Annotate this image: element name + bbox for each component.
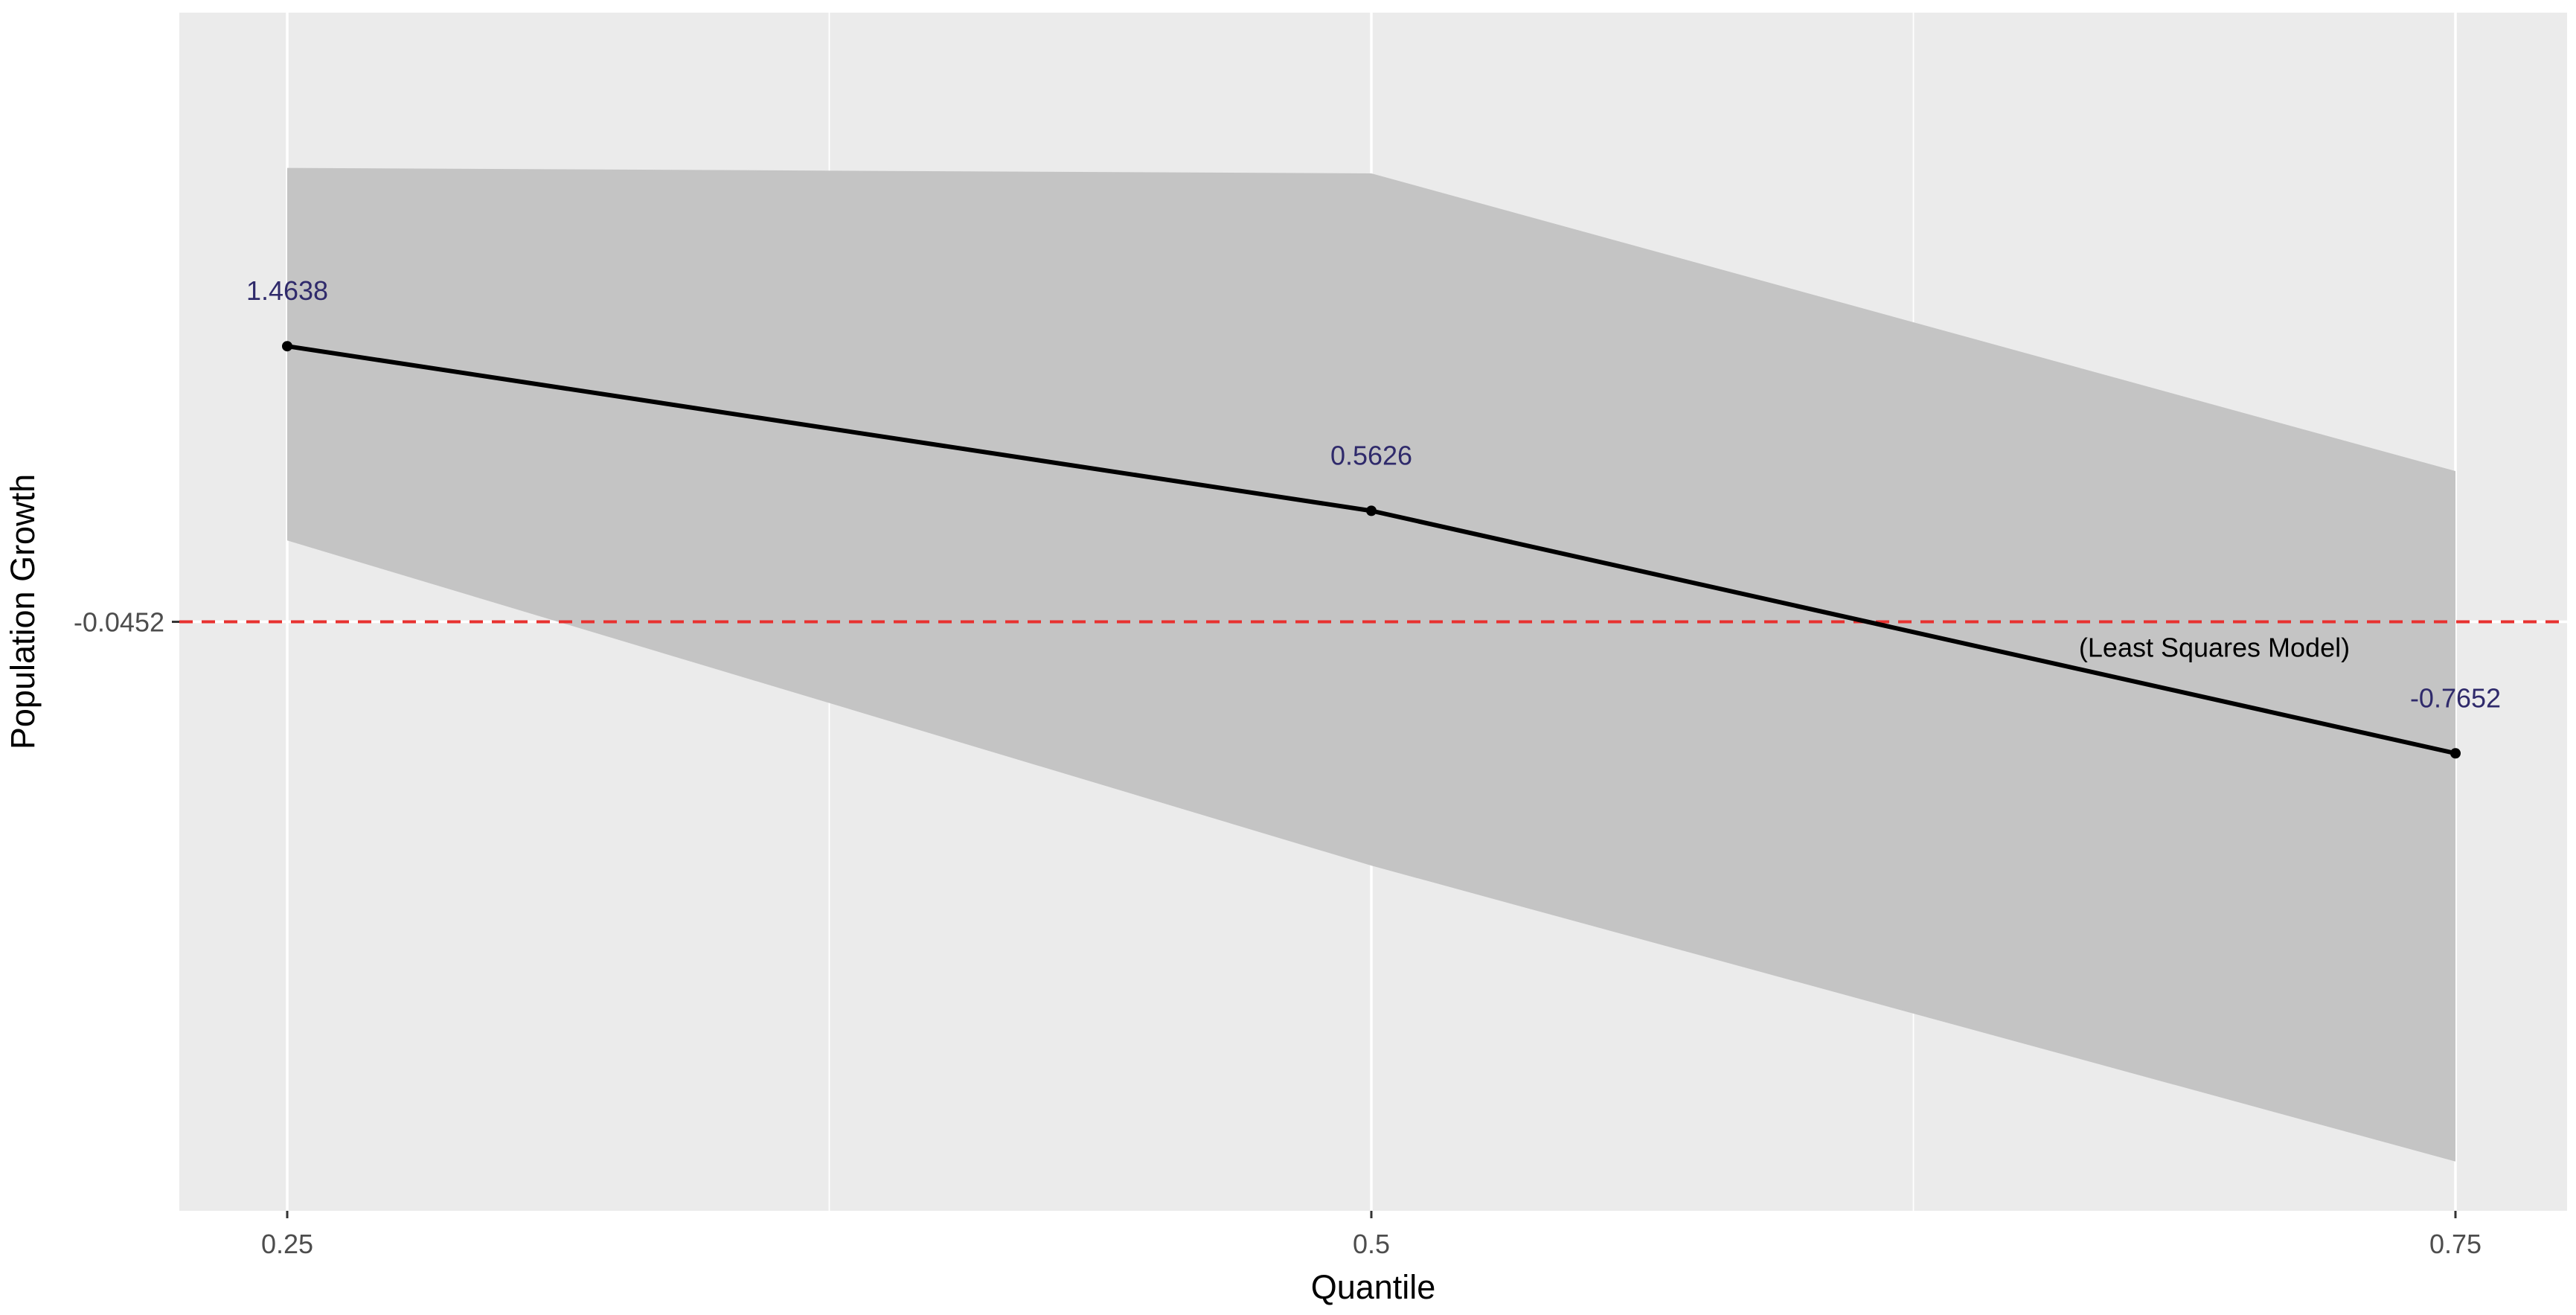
- data-point: [282, 341, 292, 352]
- data-point: [2450, 748, 2461, 759]
- axis-ticks: 0.25 0.5 0.75 -0.0452: [74, 607, 2482, 1259]
- reference-line-annotation: (Least Squares Model): [2079, 633, 2350, 663]
- data-label: -0.7652: [2410, 682, 2501, 713]
- data-points: 1.4638 0.5626 -0.7652: [246, 275, 2501, 759]
- data-label: 0.5626: [1330, 440, 1412, 470]
- x-tick-label: 0.75: [2429, 1229, 2482, 1259]
- x-tick-label: 0.25: [261, 1229, 313, 1259]
- y-axis-title: Population Growth: [4, 474, 42, 749]
- data-point: [1366, 505, 1377, 516]
- x-axis-title: Quantile: [1311, 1268, 1436, 1306]
- data-label: 1.4638: [246, 275, 328, 306]
- confidence-band: [287, 167, 2455, 1162]
- x-tick-label: 0.5: [1353, 1229, 1390, 1259]
- y-tick-label: -0.0452: [74, 607, 164, 638]
